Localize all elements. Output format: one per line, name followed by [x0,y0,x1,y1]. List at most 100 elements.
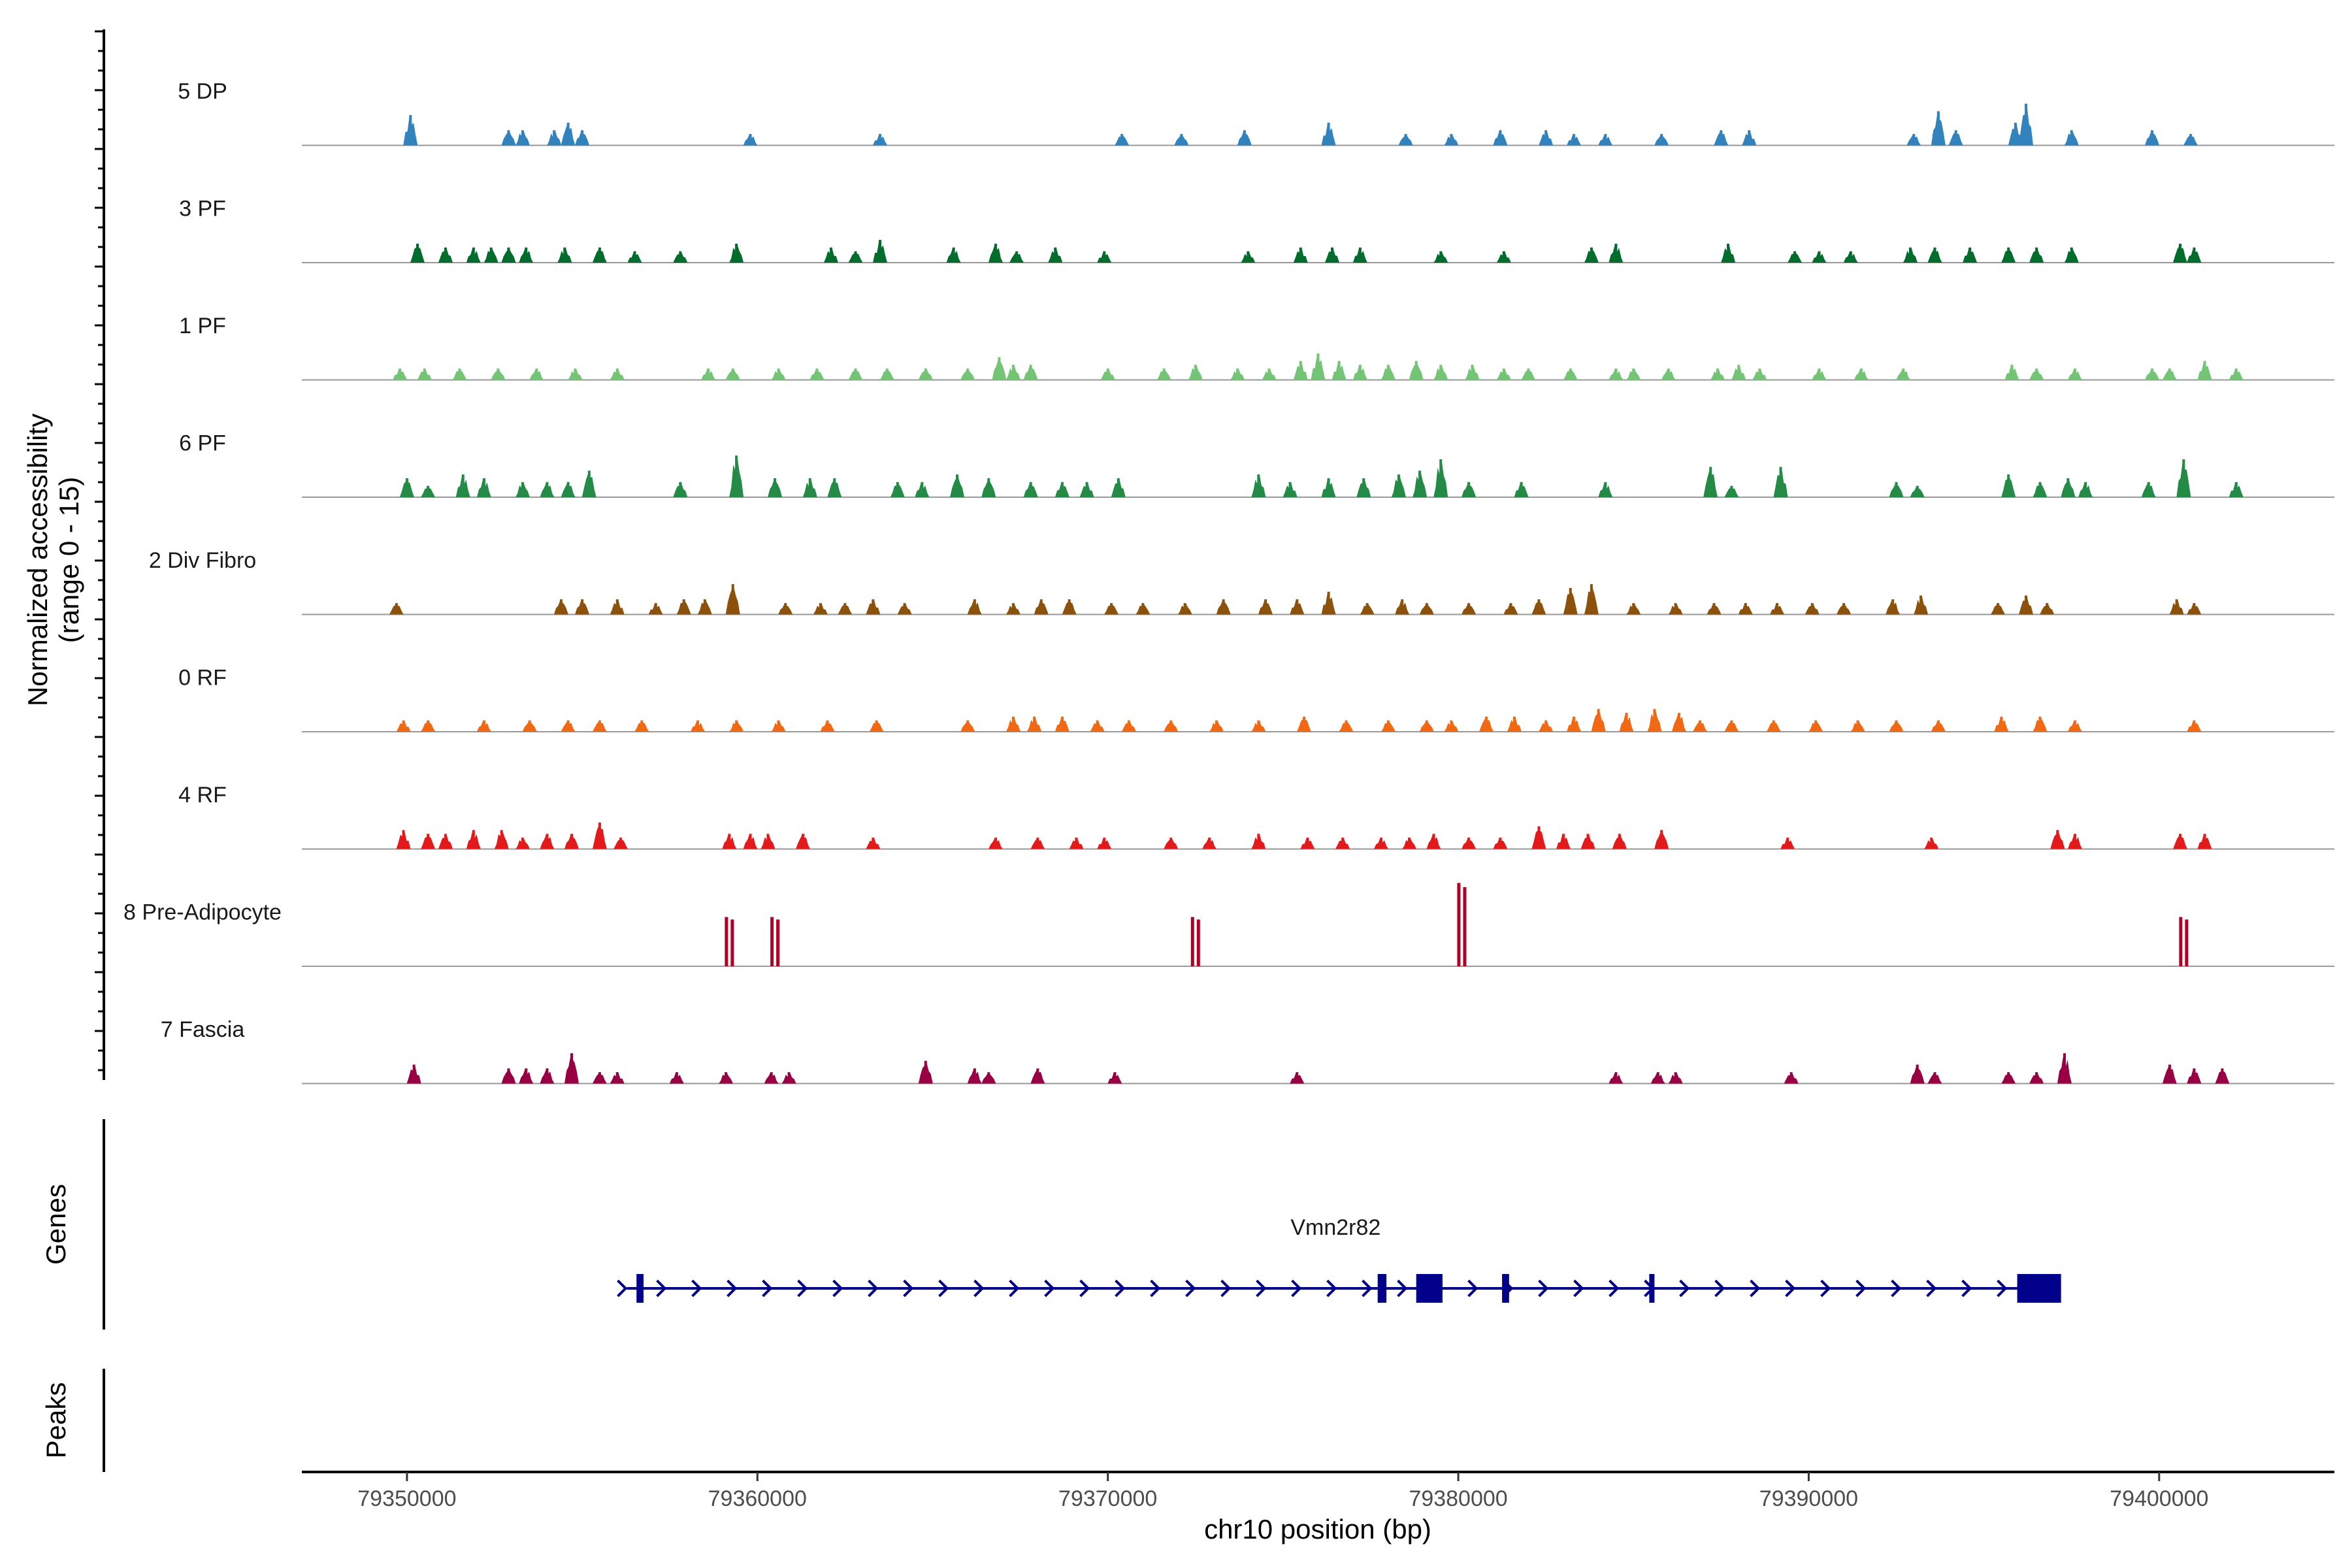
coverage-peak [1190,917,1200,966]
coverage-peak [1724,720,1739,732]
coverage-peak [781,1072,796,1084]
coverage-peak [1216,599,1231,615]
coverage-peak [1693,720,1708,732]
coverage-peak [1413,470,1428,497]
genes-panel: Genes Vmn2r82 [41,1119,2061,1330]
coverage-peak [725,584,740,615]
gene-exon [2017,1274,2061,1303]
coverage-peak [1654,134,1669,146]
coverage-peak [673,251,688,263]
coverage-peak [1591,709,1606,732]
coverage-peak [1731,365,1746,380]
gene-name-label: Vmn2r82 [1290,1215,1380,1240]
x-tick-label: 79390000 [1759,1486,1858,1511]
coverage-peak [1521,368,1536,380]
coverage-peak [1496,368,1511,380]
coverage-peak [553,599,568,615]
coverage-peak [743,134,758,146]
strand-arrow [1185,1279,1196,1298]
coverage-peak [1462,838,1477,849]
coverage-peak [1668,603,1683,615]
coverage-peak [1005,716,1021,732]
coverage-peak [557,247,572,263]
coverage-peak [2001,474,2016,497]
coverage-peak [1805,603,1820,615]
coverage-peak [1177,603,1192,615]
strand-arrow [1573,1279,1584,1298]
coverage-peak [1462,603,1477,615]
coverage-peak [1584,584,1599,615]
strand-arrow [691,1279,702,1298]
peaks-panel: Peaks [41,1369,105,1472]
coverage-peak [2197,834,2212,849]
coverage-peak [610,599,625,615]
coverage-peak [1174,134,1189,146]
x-tick-label: 79400000 [2110,1486,2208,1511]
coverage-peak [1707,603,1722,615]
strand-arrow [1115,1279,1126,1298]
coverage-peak [1671,713,1686,732]
coverage-peak [823,247,838,263]
coverage-peak [1714,130,1729,146]
strand-arrow [1326,1279,1337,1298]
coverage-peak [771,368,786,380]
strand-arrow [1009,1279,1020,1298]
coverage-peak [1948,130,1963,146]
x-tick-label: 79370000 [1058,1486,1157,1511]
strand-arrow [1891,1279,1902,1298]
coverage-peak [1539,720,1554,732]
coverage-peak [1598,482,1613,497]
coverage-peak [1539,130,1554,146]
coverage-peak [1164,720,1179,732]
coverage-peak [1030,838,1045,849]
coverage-peak [719,1072,734,1084]
coverage-peak [396,720,411,732]
coverage-peak [2029,368,2044,380]
coverage-peak [1465,365,1480,380]
coverage-peak [1356,478,1371,497]
strand-arrow [1750,1279,1761,1298]
coverage-peak [1290,599,1305,615]
coverage-peak [1426,834,1441,849]
y-axis-title-line2: (range 0 - 15) [54,477,84,643]
coverage-peak [2145,130,2160,146]
strand-arrow [1679,1279,1690,1298]
coverage-peak [1493,130,1508,146]
coverage-peak [522,720,537,732]
coverage-peak [452,368,467,380]
coverage-peak [519,247,534,263]
coverage-peak [1478,716,1494,732]
coverage-peak [2004,365,2019,380]
coverage-peak [519,1068,534,1084]
coverage-peak [2162,368,2177,380]
coverage-peak [1352,365,1367,380]
coverage-peak [1005,603,1021,615]
coverage-peak [2187,247,2202,263]
coverage-peak [1374,838,1389,849]
genes-axis-title: Genes [41,1184,71,1265]
coverage-peak [410,244,425,263]
coverage-peak [1433,365,1448,380]
coverage-peak [725,368,740,380]
coverage-peak [988,838,1004,849]
strand-arrow [617,1279,628,1298]
coverage-peak [2001,247,2016,263]
coverage-peak [1324,247,1339,263]
coverage-peak [669,1072,684,1084]
track-7-fascia: 7 Fascia [161,1017,2334,1085]
y-axis [95,29,105,1080]
coverage-peak [561,122,576,146]
track-label: 5 DP [178,79,227,104]
coverage-peak [873,134,888,146]
coverage-peak [2176,459,2191,497]
coverage-peak [540,834,555,849]
coverage-peak [729,720,744,732]
coverage-peak [1991,603,2006,615]
coverage-peak [1401,838,1416,849]
coverage-peak [1812,251,1827,263]
coverage-peak [1770,603,1785,615]
strand-arrow [1291,1279,1302,1298]
coverage-peak [1724,485,1739,497]
coverage-peak [2064,130,2079,146]
track-label: 7 Fascia [161,1017,245,1042]
